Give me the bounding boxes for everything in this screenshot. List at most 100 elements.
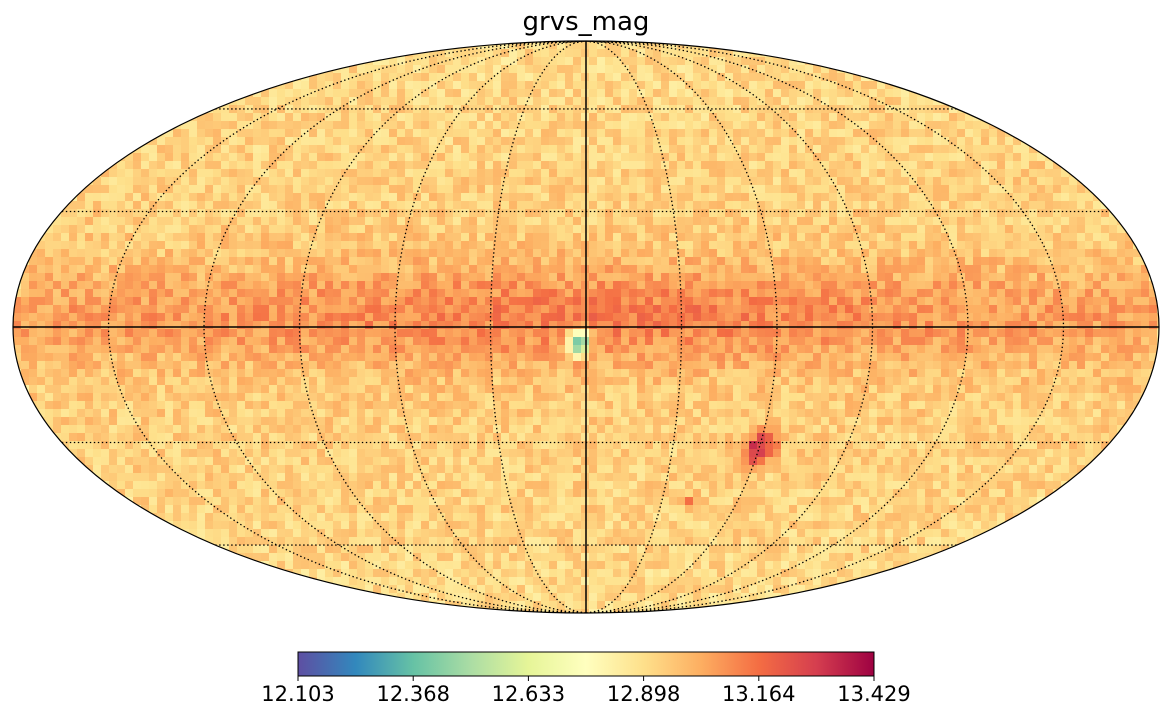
map-pixel	[861, 249, 870, 258]
map-pixel	[253, 201, 262, 210]
map-pixel	[901, 257, 910, 266]
map-pixel	[541, 281, 550, 290]
map-pixel	[909, 313, 918, 322]
map-pixel	[1141, 241, 1150, 250]
map-pixel	[629, 313, 638, 322]
map-pixel	[157, 305, 166, 314]
map-pixel	[733, 185, 742, 194]
map-pixel	[413, 177, 422, 186]
map-pixel	[829, 217, 838, 226]
map-pixel	[509, 57, 518, 66]
map-pixel	[845, 201, 854, 210]
map-pixel	[1029, 257, 1038, 266]
map-pixel	[373, 265, 382, 274]
map-pixel	[381, 193, 390, 202]
map-pixel	[621, 353, 630, 362]
map-pixel	[781, 233, 790, 242]
map-pixel	[989, 353, 998, 362]
map-pixel	[909, 153, 918, 162]
map-pixel	[893, 329, 902, 338]
map-pixel	[173, 169, 182, 178]
map-pixel	[893, 257, 902, 266]
map-pixel	[557, 273, 566, 282]
map-pixel	[133, 337, 142, 346]
map-pixel	[789, 329, 798, 338]
map-pixel	[533, 89, 542, 98]
map-pixel	[765, 73, 774, 82]
map-pixel	[845, 81, 854, 90]
map-pixel	[1061, 177, 1070, 186]
map-pixel	[1069, 337, 1078, 346]
map-pixel	[333, 305, 342, 314]
map-pixel	[445, 113, 454, 122]
map-pixel	[405, 297, 414, 306]
map-pixel	[237, 145, 246, 154]
map-pixel	[317, 201, 326, 210]
map-pixel	[669, 121, 678, 130]
map-pixel	[477, 281, 486, 290]
map-pixel	[29, 265, 38, 274]
map-pixel	[1013, 153, 1022, 162]
map-pixel	[621, 313, 630, 322]
map-pixel	[1029, 265, 1038, 274]
map-pixel	[621, 329, 630, 338]
map-pixel	[773, 121, 782, 130]
map-pixel	[477, 137, 486, 146]
map-pixel	[533, 305, 542, 314]
map-pixel	[261, 329, 270, 338]
map-pixel	[621, 145, 630, 154]
map-pixel	[661, 73, 670, 82]
map-pixel	[669, 201, 678, 210]
map-pixel	[389, 313, 398, 322]
map-pixel	[805, 65, 814, 74]
map-pixel	[885, 321, 894, 330]
map-pixel	[21, 345, 30, 354]
map-pixel	[565, 281, 574, 290]
map-pixel	[245, 153, 254, 162]
map-pixel	[749, 201, 758, 210]
map-pixel	[829, 169, 838, 178]
map-pixel	[597, 161, 606, 170]
map-pixel	[109, 225, 118, 234]
map-pixel	[925, 305, 934, 314]
map-pixel	[605, 57, 614, 66]
map-pixel	[957, 217, 966, 226]
map-pixel	[725, 49, 734, 58]
map-pixel	[133, 201, 142, 210]
map-pixel	[517, 273, 526, 282]
map-pixel	[405, 337, 414, 346]
map-pixel	[349, 289, 358, 298]
map-pixel	[573, 153, 582, 162]
map-pixel	[421, 193, 430, 202]
map-pixel	[997, 249, 1006, 258]
map-pixel	[1133, 233, 1142, 242]
map-pixel	[893, 353, 902, 362]
map-pixel	[557, 129, 566, 138]
map-pixel	[549, 41, 558, 50]
map-pixel	[413, 113, 422, 122]
map-pixel	[589, 209, 598, 218]
map-pixel	[1061, 281, 1070, 290]
map-pixel	[669, 145, 678, 154]
map-pixel	[125, 329, 134, 338]
map-pixel	[1013, 169, 1022, 178]
map-pixel	[557, 145, 566, 154]
map-pixel	[981, 257, 990, 266]
map-pixel	[413, 273, 422, 282]
map-pixel	[533, 161, 542, 170]
map-pixel	[453, 137, 462, 146]
map-pixel	[685, 129, 694, 138]
map-pixel	[1157, 297, 1159, 306]
map-pixel	[1101, 265, 1110, 274]
map-pixel	[237, 89, 246, 98]
map-pixel	[269, 289, 278, 298]
map-pixel	[901, 321, 910, 330]
map-pixel	[941, 121, 950, 130]
map-pixel	[237, 321, 246, 330]
map-pixel	[165, 329, 174, 338]
map-pixel	[53, 289, 62, 298]
map-pixel	[837, 97, 846, 106]
map-pixel	[1053, 169, 1062, 178]
map-pixel	[637, 209, 646, 218]
map-pixel	[405, 201, 414, 210]
